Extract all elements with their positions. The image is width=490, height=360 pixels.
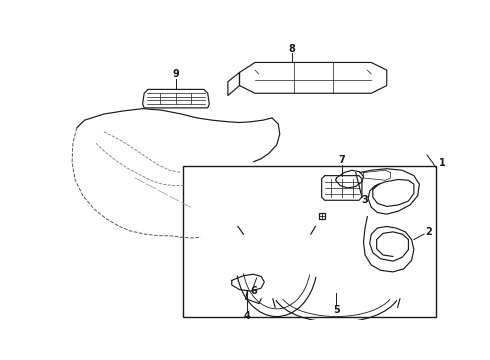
Bar bbox=[183, 166, 437, 316]
Text: 5: 5 bbox=[333, 305, 340, 315]
Text: 9: 9 bbox=[172, 69, 179, 79]
Text: 1: 1 bbox=[439, 158, 446, 167]
Text: 4: 4 bbox=[244, 311, 250, 321]
Text: 8: 8 bbox=[289, 44, 295, 54]
Text: 3: 3 bbox=[362, 195, 368, 205]
Text: 6: 6 bbox=[250, 286, 257, 296]
Text: 2: 2 bbox=[425, 227, 432, 237]
Text: 7: 7 bbox=[339, 155, 345, 165]
